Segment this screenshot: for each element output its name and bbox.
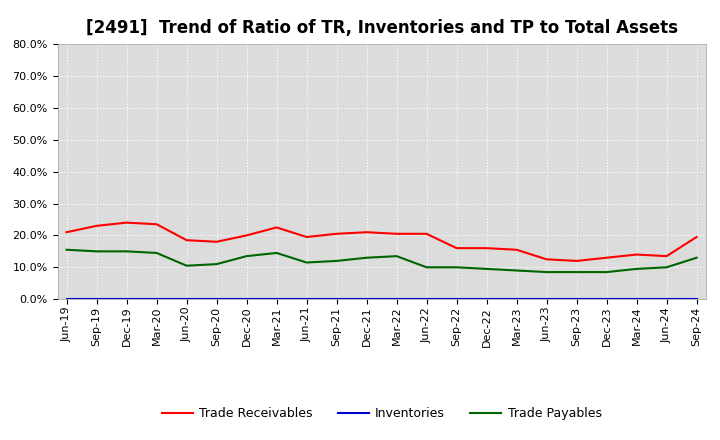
Trade Receivables (422, 231, 431, 236)
Inventories (542, 296, 551, 301)
Trade Payables (422, 265, 431, 270)
Trade Payables (242, 253, 251, 259)
Title: [2491]  Trend of Ratio of TR, Inventories and TP to Total Assets: [2491] Trend of Ratio of TR, Inventories… (86, 19, 678, 37)
Trade Payables (662, 265, 671, 270)
Inventories (122, 296, 131, 301)
Inventories (572, 296, 581, 301)
Inventories (513, 296, 521, 301)
Trade Payables (212, 261, 221, 267)
Inventories (422, 296, 431, 301)
Trade Payables (572, 269, 581, 275)
Inventories (693, 296, 701, 301)
Trade Payables (452, 265, 461, 270)
Trade Receivables (632, 252, 641, 257)
Trade Receivables (92, 223, 101, 228)
Trade Receivables (153, 222, 161, 227)
Trade Payables (302, 260, 311, 265)
Trade Receivables (602, 255, 611, 260)
Trade Receivables (272, 225, 281, 230)
Trade Receivables (62, 230, 71, 235)
Trade Receivables (392, 231, 401, 236)
Trade Payables (632, 266, 641, 271)
Inventories (602, 296, 611, 301)
Inventories (632, 296, 641, 301)
Inventories (242, 296, 251, 301)
Trade Receivables (362, 230, 371, 235)
Inventories (182, 296, 191, 301)
Inventories (62, 296, 71, 301)
Trade Receivables (572, 258, 581, 264)
Trade Receivables (302, 235, 311, 240)
Trade Receivables (662, 253, 671, 259)
Inventories (662, 296, 671, 301)
Trade Receivables (333, 231, 341, 236)
Trade Payables (182, 263, 191, 268)
Trade Receivables (122, 220, 131, 225)
Trade Payables (272, 250, 281, 256)
Trade Payables (333, 258, 341, 264)
Trade Receivables (693, 235, 701, 240)
Trade Receivables (212, 239, 221, 245)
Trade Payables (62, 247, 71, 253)
Trade Payables (602, 269, 611, 275)
Trade Receivables (452, 246, 461, 251)
Trade Payables (482, 266, 491, 271)
Trade Receivables (182, 238, 191, 243)
Legend: Trade Receivables, Inventories, Trade Payables: Trade Receivables, Inventories, Trade Pa… (157, 403, 606, 425)
Trade Payables (513, 268, 521, 273)
Line: Trade Receivables: Trade Receivables (66, 223, 697, 261)
Trade Receivables (242, 233, 251, 238)
Trade Payables (362, 255, 371, 260)
Inventories (362, 296, 371, 301)
Inventories (302, 296, 311, 301)
Trade Payables (693, 255, 701, 260)
Inventories (452, 296, 461, 301)
Trade Receivables (482, 246, 491, 251)
Inventories (482, 296, 491, 301)
Trade Payables (92, 249, 101, 254)
Inventories (272, 296, 281, 301)
Inventories (212, 296, 221, 301)
Trade Receivables (513, 247, 521, 253)
Trade Payables (153, 250, 161, 256)
Trade Payables (542, 269, 551, 275)
Trade Receivables (542, 257, 551, 262)
Trade Payables (122, 249, 131, 254)
Inventories (92, 296, 101, 301)
Trade Payables (392, 253, 401, 259)
Inventories (392, 296, 401, 301)
Line: Trade Payables: Trade Payables (66, 250, 697, 272)
Inventories (153, 296, 161, 301)
Inventories (333, 296, 341, 301)
